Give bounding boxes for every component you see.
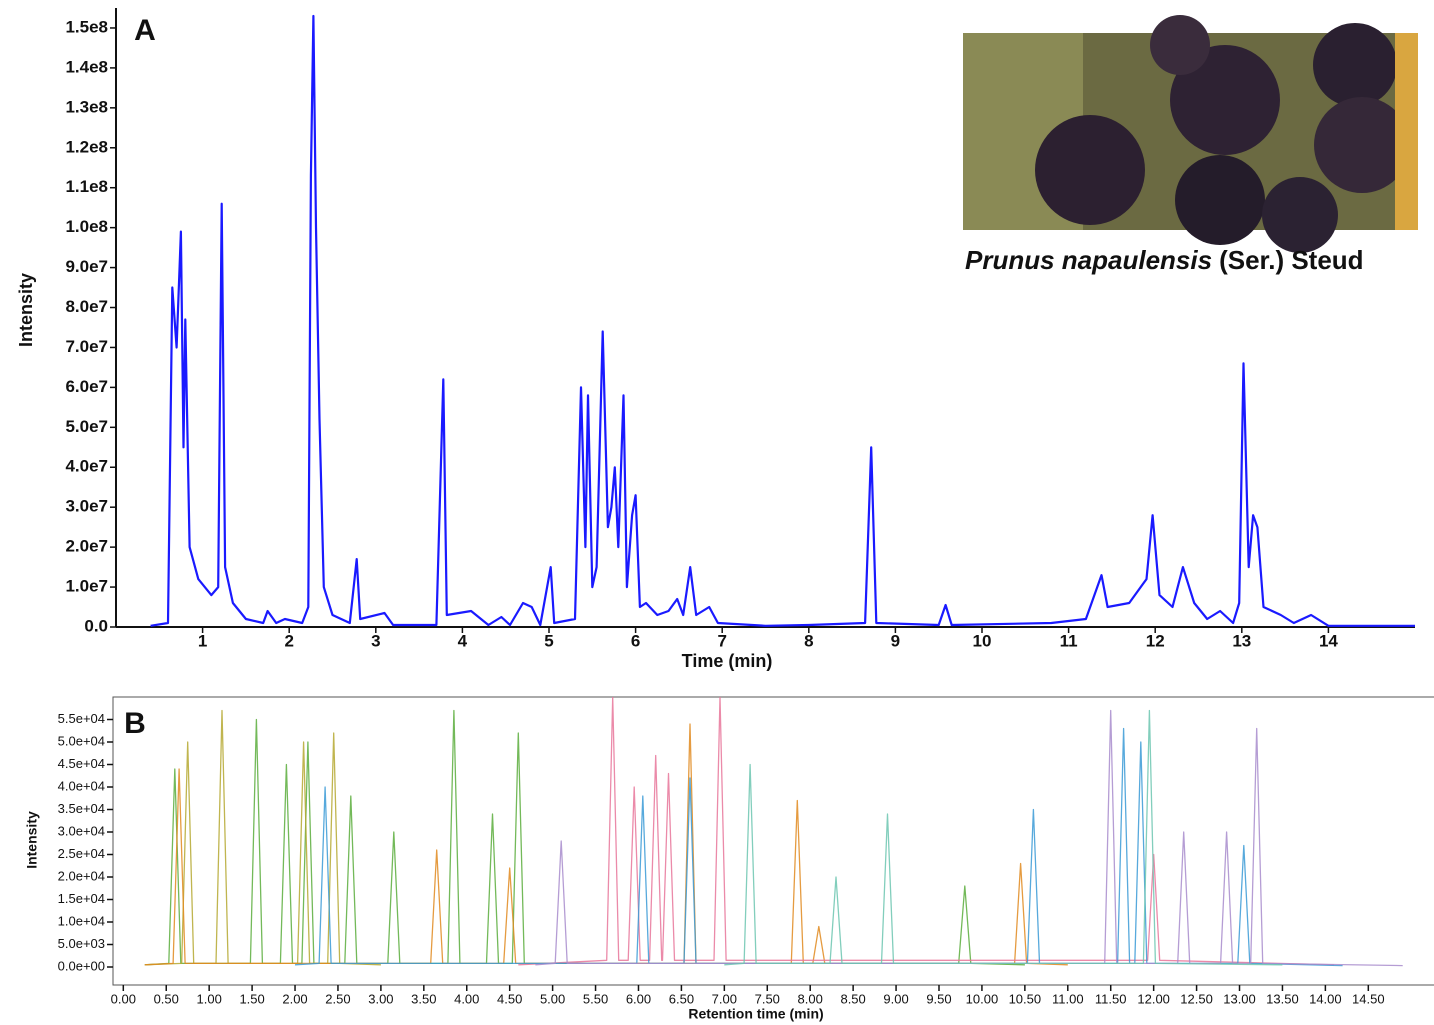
y-tick-label: 4.5e+04 [58, 756, 105, 771]
y-tick-label: 1.0e+04 [58, 913, 105, 928]
y-tick-label: 2.0e+04 [58, 868, 105, 883]
chromatogram-line [535, 709, 1403, 967]
x-tick-label: 14 [1319, 631, 1338, 650]
chromatogram-line [144, 709, 1025, 966]
y-tick-label: 2.0e7 [65, 537, 108, 556]
x-tick-label: 12.50 [1180, 991, 1213, 1006]
x-tick-label: 12 [1146, 631, 1165, 650]
y-tick-label: 1.1e8 [65, 177, 108, 196]
photo-caption: Prunus napaulensis (Ser.) Steud [965, 245, 1364, 275]
x-tick-label: 11.50 [1095, 991, 1127, 1006]
y-tick-label: 0.0 [84, 616, 108, 635]
plot-frame [112, 696, 1434, 986]
x-tick-label: 1.00 [197, 991, 222, 1006]
x-tick-label: 7.00 [712, 991, 737, 1006]
x-tick-label: 6.00 [626, 991, 651, 1006]
y-tick-label: 1.4e8 [65, 57, 108, 76]
x-tick-label: 5.50 [583, 991, 608, 1006]
x-tick-label: 9 [891, 631, 900, 650]
x-tick-label: 10.00 [966, 991, 999, 1006]
x-tick-label: 14.00 [1309, 991, 1342, 1006]
x-tick-label: 13.50 [1266, 991, 1299, 1006]
y-tick-label: 8.0e7 [65, 297, 108, 316]
y-tick-label: 1.3e8 [65, 97, 108, 116]
x-tick-label: 0.00 [111, 991, 136, 1006]
x-tick-label: 3.00 [368, 991, 393, 1006]
x-axis-label: Retention time (min) [688, 1006, 823, 1022]
y-tick-label: 1.5e+04 [58, 891, 105, 906]
y-tick-label: 1.0e7 [65, 577, 108, 596]
chromatogram-line [150, 14, 1415, 627]
y-tick-label: 1.2e8 [65, 137, 108, 156]
y-tick-label: 5.5e+04 [58, 711, 105, 726]
y-tick-label: 5.0e7 [65, 417, 108, 436]
y-tick-label: 7.0e7 [65, 337, 108, 356]
species-name: Prunus napaulensis [965, 245, 1212, 275]
y-axis-label: Intensity [16, 273, 36, 347]
x-tick-label: 14.50 [1352, 991, 1385, 1006]
chromatogram-line [724, 709, 1283, 966]
x-tick-label: 13 [1232, 631, 1251, 650]
x-tick-label: 10.50 [1009, 991, 1042, 1006]
y-axis-label: Intensity [24, 811, 40, 869]
chromatogram-line [144, 723, 1068, 966]
y-tick-label: 6.0e7 [65, 377, 108, 396]
y-tick-label: 1.0e8 [65, 217, 108, 236]
x-tick-label: 3.50 [411, 991, 436, 1006]
x-tick-label: 4 [458, 631, 468, 650]
x-tick-label: 6 [631, 631, 640, 650]
series-group [144, 697, 1403, 967]
y-tick-label: 3.0e7 [65, 497, 108, 516]
y-tick-label: 4.0e+04 [58, 778, 105, 793]
x-tick-label: 4.50 [497, 991, 522, 1006]
x-tick-label: 12.00 [1137, 991, 1170, 1006]
series-group [150, 14, 1415, 627]
x-tick-label: 8.50 [840, 991, 865, 1006]
x-tick-label: 8.00 [798, 991, 823, 1006]
x-tick-label: 13.00 [1223, 991, 1256, 1006]
x-tick-label: 9.50 [926, 991, 951, 1006]
x-tick-label: 8 [804, 631, 813, 650]
y-tick-label: 0.0e+00 [58, 958, 105, 973]
y-tick-label: 9.0e7 [65, 257, 108, 276]
x-tick-label: 0.50 [154, 991, 179, 1006]
y-tick-label: 3.5e+04 [58, 801, 105, 816]
panel-label: B [124, 707, 146, 740]
x-tick-label: 1.50 [239, 991, 264, 1006]
x-tick-label: 5.00 [540, 991, 565, 1006]
y-tick-label: 2.5e+04 [58, 846, 105, 861]
y-tick-label: 3.0e+04 [58, 823, 105, 838]
x-tick-label: 11 [1060, 631, 1078, 650]
x-tick-label: 2.00 [282, 991, 307, 1006]
y-tick-label: 1.5e8 [65, 17, 108, 36]
species-authority: (Ser.) Steud [1219, 245, 1363, 275]
x-tick-label: 4.00 [454, 991, 479, 1006]
chromatogram-line [518, 697, 1335, 966]
y-tick-label: 5.0e+04 [58, 733, 105, 748]
x-tick-label: 10 [973, 631, 992, 650]
y-tick-label: 4.0e7 [65, 457, 108, 476]
x-tick-label: 6.50 [669, 991, 694, 1006]
x-tick-label: 7.50 [755, 991, 780, 1006]
x-tick-label: 9.00 [883, 991, 908, 1006]
fruit-photo [963, 15, 1418, 253]
panel-label: A [134, 14, 156, 47]
x-tick-label: 3 [371, 631, 380, 650]
x-axis-label: Time (min) [682, 651, 773, 671]
x-tick-label: 11.00 [1052, 991, 1084, 1006]
x-tick-label: 7 [717, 631, 726, 650]
x-tick-label: 2 [284, 631, 293, 650]
y-tick-label: 5.0e+03 [58, 936, 105, 951]
x-tick-label: 5 [544, 631, 553, 650]
x-tick-label: 2.50 [325, 991, 350, 1006]
x-tick-label: 1 [198, 631, 207, 650]
